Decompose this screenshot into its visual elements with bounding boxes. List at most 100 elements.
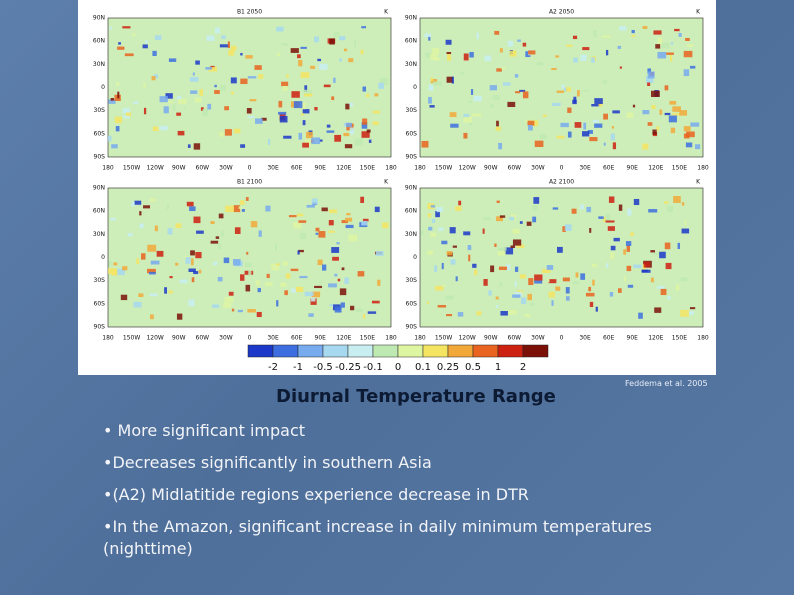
map-patch xyxy=(611,126,614,129)
lat-label: 90N xyxy=(405,185,417,192)
map-patch xyxy=(196,230,204,234)
lon-label: 60E xyxy=(291,165,303,172)
map-patch xyxy=(642,143,649,150)
map-patch xyxy=(555,55,560,58)
map-patch xyxy=(314,285,323,289)
map-patch xyxy=(435,210,440,218)
map-patch xyxy=(208,66,217,72)
map-patch xyxy=(271,263,280,271)
map-patch xyxy=(463,231,471,236)
panel-unit: K xyxy=(696,9,701,16)
lon-label: 30E xyxy=(579,335,591,342)
map-patch xyxy=(610,245,616,251)
map-patch xyxy=(346,213,351,216)
map-patch xyxy=(279,115,288,123)
map-patch xyxy=(613,237,620,242)
map-patch xyxy=(329,209,338,214)
map-patch xyxy=(168,58,177,62)
map-patch xyxy=(318,281,322,285)
map-patch xyxy=(528,50,536,55)
map-patch xyxy=(282,261,288,266)
map-patch xyxy=(433,81,442,86)
map-patch xyxy=(593,30,597,37)
map-patch xyxy=(156,250,164,257)
map-patch xyxy=(467,244,472,251)
lon-label: 60W xyxy=(508,335,522,342)
map-patch xyxy=(667,295,671,300)
map-patch xyxy=(177,130,185,136)
map-patch xyxy=(245,55,253,59)
map-patch xyxy=(496,68,502,72)
lon-label: 60W xyxy=(508,165,522,172)
map-patch xyxy=(664,242,671,250)
map-patch xyxy=(651,105,656,110)
map-patch xyxy=(512,294,521,298)
panel-title: B1 2050 xyxy=(237,9,262,16)
map-patch xyxy=(117,46,125,50)
map-patch xyxy=(536,62,544,66)
map-patch xyxy=(193,143,201,150)
map-patch xyxy=(348,58,354,63)
map-patch xyxy=(175,262,179,266)
map-patch xyxy=(228,49,235,56)
panel-unit: K xyxy=(384,179,389,186)
map-patch xyxy=(375,251,384,256)
map-patch xyxy=(147,244,157,252)
map-patch xyxy=(154,225,158,232)
map-patch xyxy=(133,301,142,308)
lat-label: 90S xyxy=(94,154,106,161)
map-patch xyxy=(139,211,142,216)
lon-label: 120E xyxy=(336,335,351,342)
map-patch xyxy=(641,269,648,272)
map-patch xyxy=(527,120,535,126)
map-patch xyxy=(542,114,547,117)
map-patch xyxy=(430,232,436,237)
colorbar-label: -1 xyxy=(293,362,303,373)
map-patch xyxy=(647,82,651,86)
map-patch xyxy=(179,279,188,284)
map-patch xyxy=(445,295,455,300)
map-patch xyxy=(176,112,182,116)
map-patch xyxy=(656,286,665,289)
map-patch xyxy=(633,198,640,206)
map-patch xyxy=(280,282,287,287)
map-patch xyxy=(366,129,371,133)
map-patch xyxy=(290,48,299,53)
map-patch xyxy=(167,228,173,235)
map-patch xyxy=(350,305,355,311)
lon-label: 60W xyxy=(196,335,210,342)
map-patch xyxy=(483,279,488,286)
map-patch xyxy=(648,209,658,213)
map-patch xyxy=(605,49,609,56)
map-patch xyxy=(348,102,353,107)
map-patch xyxy=(299,232,307,239)
map-patch xyxy=(452,245,457,248)
lon-label: 0 xyxy=(248,335,252,342)
map-patch xyxy=(247,116,255,119)
map-patch xyxy=(293,101,303,109)
map-patch xyxy=(314,36,319,43)
map-patch xyxy=(283,135,292,139)
map-patch xyxy=(344,277,349,284)
map-patch xyxy=(195,60,200,65)
lon-label: 90E xyxy=(315,335,327,342)
colorbar-box xyxy=(372,344,399,358)
map-patch xyxy=(589,228,592,233)
map-patch xyxy=(374,206,380,213)
map-patch xyxy=(341,220,348,224)
map-patch xyxy=(117,91,120,99)
lat-label: 0 xyxy=(101,84,105,91)
map-patch xyxy=(532,216,537,223)
map-patch xyxy=(438,227,444,231)
panel-title: A2 2100 xyxy=(549,179,574,186)
colorbar-box xyxy=(397,344,424,358)
map-patch xyxy=(329,304,334,307)
lat-label: 30S xyxy=(406,107,418,114)
map-patch xyxy=(589,301,594,308)
bullet-list: • More significant impact •Decreases sig… xyxy=(103,420,703,570)
map-patch xyxy=(525,51,531,58)
map-patch xyxy=(470,89,474,95)
map-patch xyxy=(502,82,511,86)
map-patch xyxy=(125,112,132,118)
